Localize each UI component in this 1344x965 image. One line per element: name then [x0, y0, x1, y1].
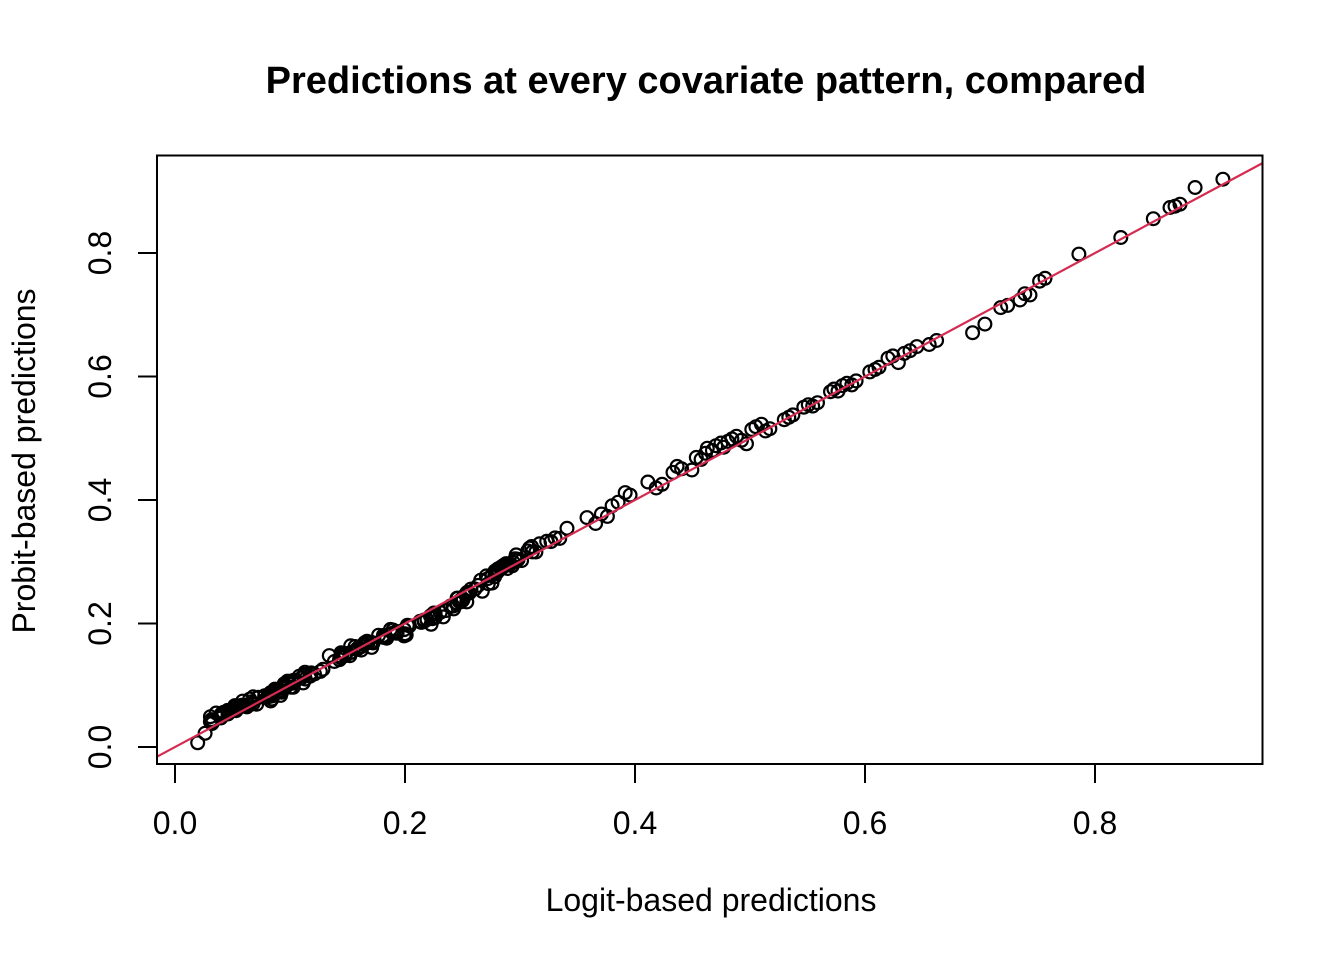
svg-text:Logit-based predictions: Logit-based predictions: [546, 882, 877, 918]
svg-text:0.2: 0.2: [383, 805, 427, 841]
svg-text:0.4: 0.4: [82, 478, 118, 522]
svg-text:Probit-based predictions: Probit-based predictions: [6, 288, 42, 633]
svg-text:0.0: 0.0: [82, 725, 118, 769]
svg-text:0.6: 0.6: [82, 354, 118, 398]
svg-text:0.8: 0.8: [82, 231, 118, 275]
svg-text:0.0: 0.0: [153, 805, 197, 841]
svg-text:0.2: 0.2: [82, 601, 118, 645]
svg-text:0.8: 0.8: [1073, 805, 1117, 841]
svg-text:0.4: 0.4: [613, 805, 657, 841]
svg-text:Predictions at every covariate: Predictions at every covariate pattern, …: [266, 60, 1147, 102]
svg-text:0.6: 0.6: [843, 805, 887, 841]
